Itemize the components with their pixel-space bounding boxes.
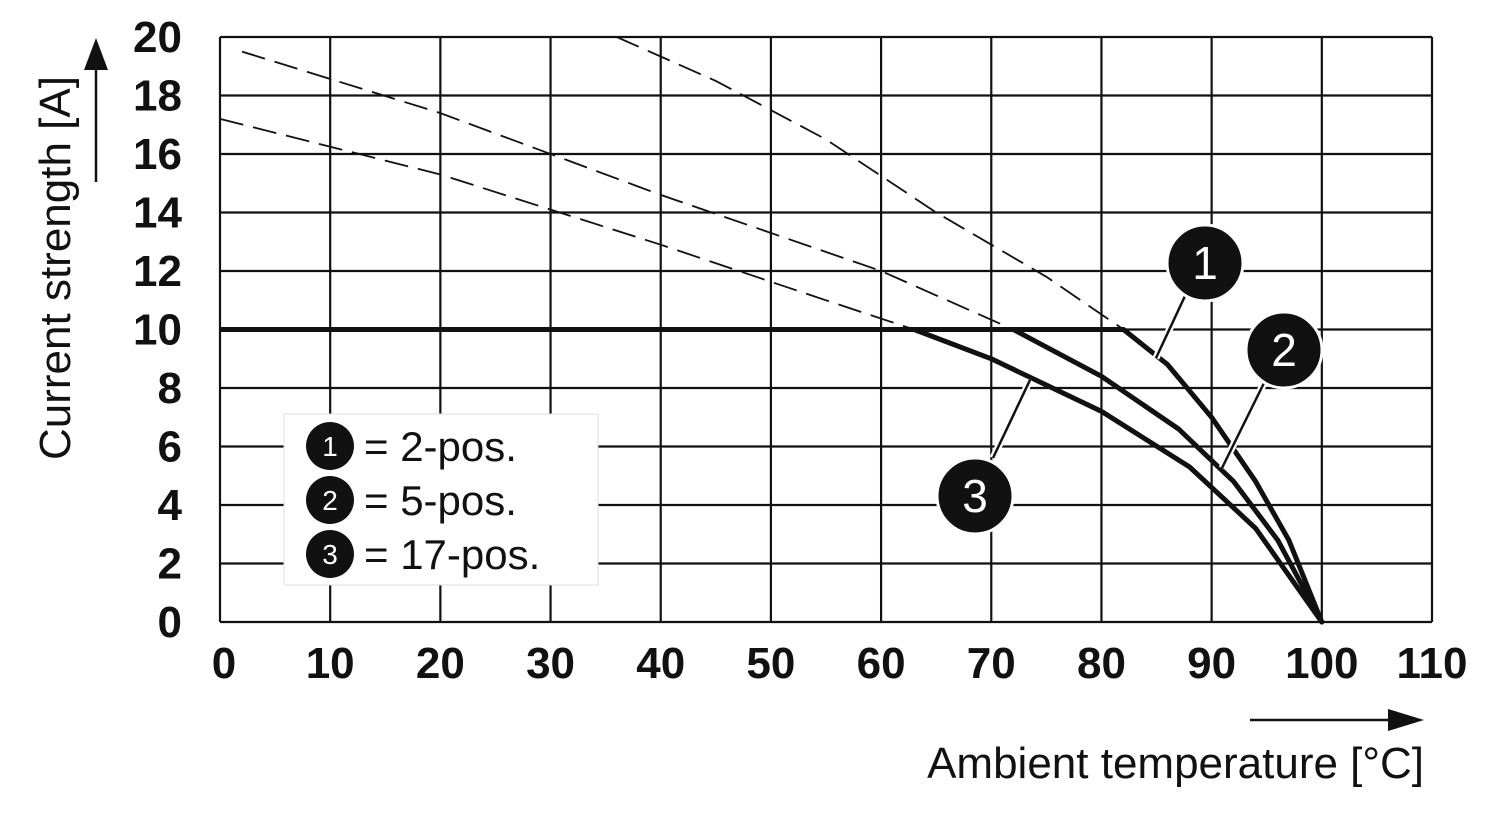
x-tick-label: 70 bbox=[967, 639, 1016, 688]
legend-label: = 5-pos. bbox=[364, 477, 517, 524]
callout-badge-3 bbox=[935, 456, 1015, 536]
y-tick-label: 4 bbox=[158, 481, 183, 530]
x-tick-label: 80 bbox=[1077, 639, 1126, 688]
y-tick-label: 14 bbox=[133, 189, 182, 238]
y-tick-label: 16 bbox=[133, 130, 182, 179]
legend-label: = 2-pos. bbox=[364, 423, 517, 470]
callout-badge-1 bbox=[1165, 223, 1245, 303]
y-tick-label: 10 bbox=[133, 306, 182, 355]
x-axis-arrow-head bbox=[1388, 709, 1424, 731]
y-axis-title-group: Current strength [A] bbox=[31, 38, 108, 460]
callout-badge-2 bbox=[1244, 310, 1324, 390]
y-tick-label: 18 bbox=[133, 72, 182, 121]
x-tick-label: 0 bbox=[212, 639, 236, 688]
x-tick-label: 30 bbox=[526, 639, 575, 688]
x-tick-label: 50 bbox=[746, 639, 795, 688]
y-tick-label: 0 bbox=[158, 598, 182, 647]
callout-badge-label: 3 bbox=[962, 470, 988, 522]
tick-labels: 0 10 20 30 40 50 60 70 80 90 100 110024681012141618… bbox=[133, 13, 1467, 688]
x-tick-label: 60 bbox=[857, 639, 906, 688]
callout-badge-label: 2 bbox=[1271, 324, 1297, 376]
dashed-curve-2 bbox=[241, 50, 1014, 331]
x-tick-label: 20 bbox=[416, 639, 465, 688]
y-axis-arrow-head bbox=[84, 38, 108, 70]
x-axis-title: Ambient temperature [°C] bbox=[927, 739, 1424, 788]
dashed-curve-3 bbox=[219, 118, 915, 331]
y-tick-label: 8 bbox=[158, 364, 182, 413]
y-tick-label: 20 bbox=[133, 13, 182, 62]
callout-leader-3 bbox=[991, 379, 1032, 459]
legend-badge-2 bbox=[306, 476, 354, 524]
dashed-curve-1 bbox=[616, 36, 1125, 331]
y-tick-label: 2 bbox=[158, 540, 182, 589]
legend-badge-3 bbox=[306, 530, 354, 578]
x-tick-label: 40 bbox=[636, 639, 685, 688]
callout-leader-1 bbox=[1154, 295, 1187, 359]
legend-badge-label: 1 bbox=[322, 431, 338, 462]
legend-badge-label: 2 bbox=[322, 485, 338, 516]
x-axis-title-group: Ambient temperature [°C] bbox=[927, 709, 1424, 788]
x-tick-label: 110 bbox=[1397, 639, 1468, 688]
derating-curves bbox=[220, 327, 1325, 625]
y-tick-label: 6 bbox=[158, 423, 182, 472]
derating-curve-3 bbox=[911, 327, 1325, 625]
callout-leader-2 bbox=[1220, 382, 1266, 469]
legend-label: = 17-pos. bbox=[364, 531, 540, 578]
x-tick-label: 90 bbox=[1187, 639, 1236, 688]
legend-badge-label: 3 bbox=[322, 539, 338, 570]
x-tick-label: 10 bbox=[306, 639, 355, 688]
curve-callouts: 1 2 3 bbox=[935, 223, 1324, 536]
legend-badge-1 bbox=[306, 422, 354, 470]
derating-curve-2 bbox=[1010, 327, 1325, 625]
y-tick-label: 12 bbox=[133, 247, 182, 296]
y-axis-title: Current strength [A] bbox=[31, 76, 80, 460]
dashed-curves bbox=[219, 36, 1125, 331]
callout-badge-label: 1 bbox=[1192, 237, 1218, 289]
x-tick-label: 100 bbox=[1285, 639, 1358, 688]
legend: 1 = 2-pos. 2 = 5-pos. 3 = 17-pos. bbox=[283, 413, 599, 586]
